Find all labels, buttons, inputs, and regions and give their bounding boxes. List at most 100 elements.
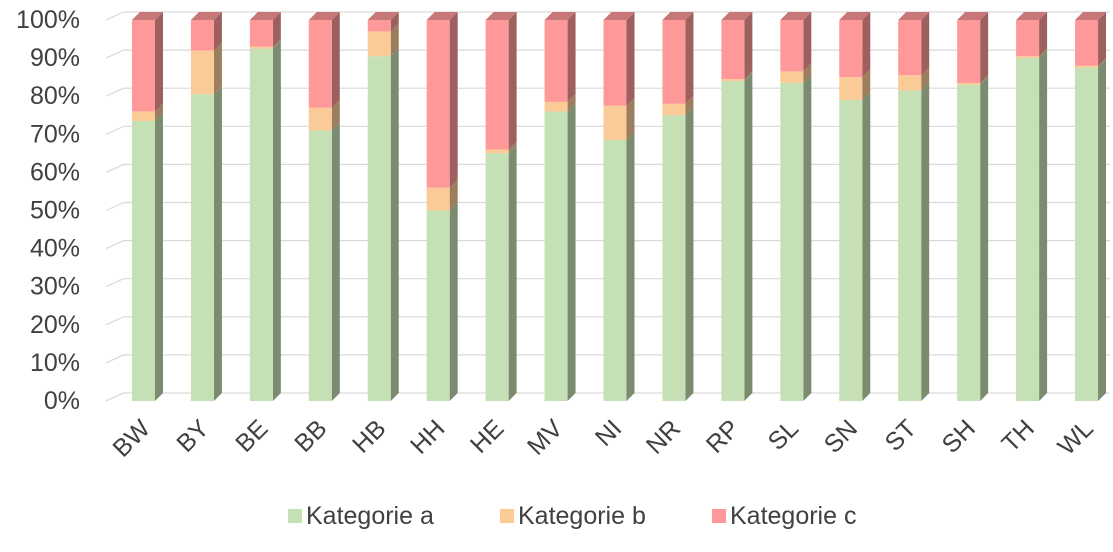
bar-th-kategorie-b xyxy=(1016,48,1048,59)
x-tick-label: BE xyxy=(230,414,273,457)
bar-stack-sl xyxy=(780,12,812,402)
bar-side-face xyxy=(331,122,340,402)
x-tick-label: MV xyxy=(522,414,569,461)
legend-item-kategorie-c: Kategorie c xyxy=(712,502,856,530)
bar-th-kategorie-a xyxy=(1016,50,1048,401)
bar-front-face xyxy=(603,20,627,106)
bar-ni-kategorie-c xyxy=(603,12,635,106)
bar-mv-kategorie-c xyxy=(544,12,576,102)
bar-sn-kategorie-b xyxy=(839,69,871,101)
bar-front-face xyxy=(485,20,509,150)
bar-front-face xyxy=(485,149,509,154)
bar-hb-kategorie-a xyxy=(367,48,399,401)
bar-front-face xyxy=(131,120,155,401)
bar-top-face xyxy=(603,12,635,20)
bar-side-face xyxy=(921,12,930,76)
bar-top-face xyxy=(1016,12,1048,20)
x-tick-label: HE xyxy=(465,414,509,458)
bar-side-face xyxy=(1098,57,1107,68)
bar-stack-rp xyxy=(721,12,753,402)
bar-side-face xyxy=(626,97,635,141)
bar-top-face xyxy=(249,12,281,20)
bar-side-face xyxy=(980,76,989,402)
x-tick-label: NI xyxy=(590,414,627,451)
bar-side-face xyxy=(508,141,517,154)
y-tick-label: 40% xyxy=(30,235,80,263)
bar-side-face xyxy=(862,12,871,78)
y-tick-label: 10% xyxy=(30,349,80,377)
bar-nr-kategorie-a xyxy=(662,107,694,401)
bar-front-face xyxy=(249,46,273,49)
bar-st-kategorie-a xyxy=(898,82,930,402)
x-tick-label: BY xyxy=(171,414,215,458)
legend-label: Kategorie a xyxy=(306,502,434,530)
bar-side-face xyxy=(921,82,930,402)
bar-hh-kategorie-c xyxy=(426,12,458,188)
bar-side-face xyxy=(390,12,399,32)
bar-st-kategorie-b xyxy=(898,67,930,91)
bar-top-face xyxy=(662,12,694,20)
bar-wl-kategorie-b xyxy=(1075,57,1107,68)
bar-hb-kategorie-c xyxy=(367,12,399,32)
x-tick-label: NR xyxy=(641,414,686,459)
bar-front-face xyxy=(1016,58,1040,401)
bar-side-face xyxy=(1098,59,1107,401)
x-tick-label: BB xyxy=(289,414,332,457)
bar-side-face xyxy=(685,12,694,104)
gridline xyxy=(105,11,1110,21)
bar-front-face xyxy=(249,20,273,47)
bar-top-face xyxy=(367,12,399,20)
bar-be-kategorie-c xyxy=(249,12,281,47)
bar-be-kategorie-b xyxy=(249,38,281,49)
legend-item-kategorie-a: Kategorie a xyxy=(288,502,434,530)
bar-side-face xyxy=(567,103,576,401)
bar-bb-kategorie-a xyxy=(308,122,340,402)
bar-front-face xyxy=(1075,20,1099,66)
bar-front-face xyxy=(898,20,922,76)
bar-front-face xyxy=(190,50,214,95)
bar-front-face xyxy=(308,107,332,131)
bar-stack-ni xyxy=(603,12,635,401)
bar-side-face xyxy=(1039,12,1048,57)
x-tick-label: TH xyxy=(996,414,1039,457)
bar-top-face xyxy=(839,12,871,20)
bar-rp-kategorie-b xyxy=(721,71,753,81)
y-tick-label: 100% xyxy=(16,6,80,34)
bar-side-face xyxy=(508,12,517,150)
bar-side-face xyxy=(331,12,340,108)
bar-side-face xyxy=(154,12,163,112)
x-tick-label: WL xyxy=(1052,414,1098,460)
bar-stack-by xyxy=(190,12,222,402)
bar-front-face xyxy=(839,77,863,101)
bar-front-face xyxy=(544,111,568,401)
bar-side-face xyxy=(272,38,281,49)
bar-mv-kategorie-a xyxy=(544,103,576,401)
bar-ni-kategorie-a xyxy=(603,132,635,401)
bar-hh-kategorie-b xyxy=(426,179,458,211)
bar-side-face xyxy=(921,67,930,91)
bar-side-face xyxy=(449,179,458,211)
bar-ni-kategorie-b xyxy=(603,97,635,141)
bar-hh-kategorie-a xyxy=(426,202,458,401)
bar-front-face xyxy=(721,20,745,80)
bar-top-face xyxy=(957,12,989,20)
bar-front-face xyxy=(721,79,745,81)
y-tick-label: 30% xyxy=(30,273,80,301)
bar-nr-kategorie-c xyxy=(662,12,694,104)
bar-front-face xyxy=(839,100,863,401)
bar-side-face xyxy=(449,12,458,188)
bar-bw-kategorie-b xyxy=(131,103,163,121)
y-tick-label: 80% xyxy=(30,82,80,110)
bar-by-kategorie-a xyxy=(190,86,222,402)
bar-rp-kategorie-c xyxy=(721,12,753,80)
bar-front-face xyxy=(957,20,981,83)
bar-front-face xyxy=(662,20,686,104)
bar-sl-kategorie-b xyxy=(780,63,812,83)
bar-side-face xyxy=(685,95,694,116)
bar-side-face xyxy=(154,103,163,121)
y-tick-label: 50% xyxy=(30,197,80,225)
bar-top-face xyxy=(190,12,222,20)
x-tick-label: ST xyxy=(880,414,922,456)
legend-item-kategorie-b: Kategorie b xyxy=(500,502,646,530)
